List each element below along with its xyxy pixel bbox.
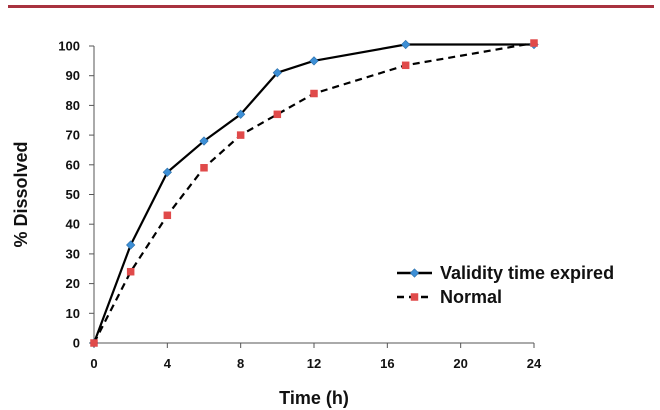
x-tick-label: 0 [90, 356, 97, 371]
data-point-normal [200, 164, 208, 172]
data-point-normal [236, 131, 245, 139]
y-tick-label: 10 [66, 306, 80, 321]
data-point-normal [273, 110, 282, 119]
legend-marker-shape [409, 268, 420, 278]
x-tick-label: 16 [380, 356, 394, 371]
data-point-normal [401, 61, 410, 70]
y-axis-title: % Dissolved [11, 141, 31, 247]
x-tick-label: 24 [527, 356, 542, 371]
data-point-validity [309, 56, 319, 66]
x-tick-label: 20 [453, 356, 467, 371]
x-tick-label: 4 [164, 356, 172, 371]
legend-label-normal: Normal [440, 287, 502, 307]
data-point-normal [530, 39, 538, 47]
y-tick-label: 80 [66, 98, 80, 113]
y-tick-label: 30 [66, 246, 80, 261]
data-point-validity [272, 68, 282, 78]
data-point-validity [199, 136, 209, 146]
legend-marker-shape [410, 293, 419, 301]
x-axis-title: Time (h) [279, 388, 349, 408]
y-tick-label: 20 [66, 276, 80, 291]
y-tick-label: 90 [66, 68, 80, 83]
data-point-normal [90, 339, 98, 347]
y-tick-label: 0 [73, 336, 80, 351]
y-axis-ticks: 0 10 20 30 40 50 60 70 80 90 100 [58, 39, 94, 351]
y-tick-label: 50 [66, 187, 80, 202]
data-point-normal [126, 267, 135, 276]
legend: Validity time expired Normal [397, 263, 614, 307]
x-axis-ticks: 0 4 8 12 16 20 24 [90, 343, 542, 371]
y-tick-label: 100 [58, 39, 80, 54]
data-point-validity [236, 109, 246, 119]
data-point-validity [126, 240, 136, 250]
x-tick-label: 12 [307, 356, 321, 371]
y-tick-label: 60 [66, 157, 80, 172]
top-rule [8, 5, 654, 8]
data-point-normal [163, 211, 172, 220]
x-tick-label: 8 [237, 356, 244, 371]
y-tick-label: 70 [66, 128, 80, 143]
series-layer [89, 39, 539, 348]
data-point-validity [162, 167, 172, 177]
data-point-normal [310, 89, 318, 98]
legend-marker-normal [410, 293, 419, 301]
legend-label-validity: Validity time expired [440, 263, 614, 283]
y-tick-label: 40 [66, 217, 80, 232]
legend-marker-validity [409, 268, 420, 278]
data-point-validity [401, 39, 411, 50]
